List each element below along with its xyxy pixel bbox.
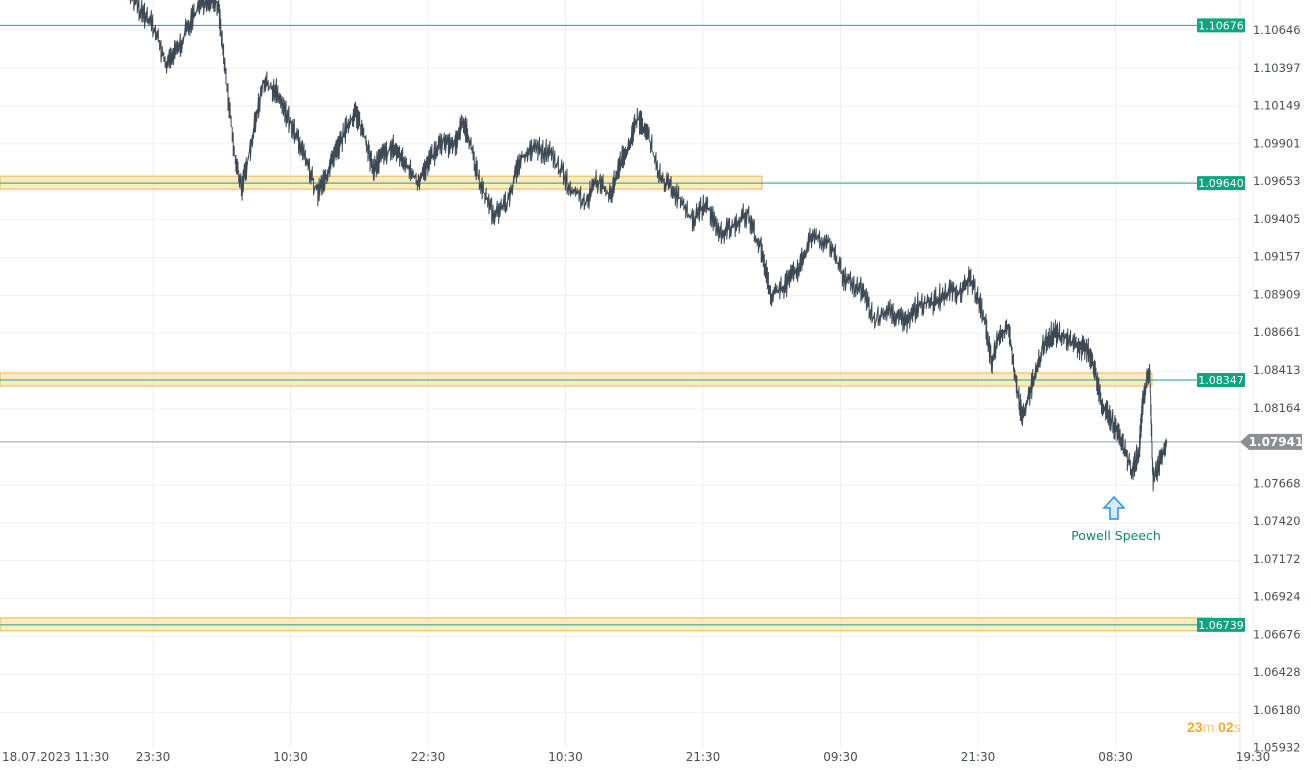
level-badge: [1197, 18, 1245, 33]
time-tick-label: 22:30: [411, 750, 446, 764]
candle-countdown: 23m 02s: [1187, 719, 1241, 735]
price-tick-label: 1.06428: [1253, 665, 1301, 679]
current-price-label: 1.07941: [1249, 435, 1304, 449]
event-annotation[interactable]: Powell Speech: [1071, 495, 1161, 543]
time-tick-label: 10:30: [548, 750, 583, 764]
price-tick-label: 1.07172: [1253, 552, 1301, 566]
price-tick-label: 1.08413: [1253, 363, 1301, 377]
level-badge-label: 1.08347: [1198, 374, 1244, 387]
price-tick-label: 1.07420: [1253, 514, 1301, 528]
countdown-seconds-unit: s: [1233, 719, 1241, 735]
level-badge-label: 1.09640: [1198, 177, 1244, 190]
price-tick-label: 1.10397: [1253, 61, 1301, 75]
countdown-minutes-unit: m: [1202, 719, 1215, 735]
time-tick-label: 09:30: [823, 750, 858, 764]
level-lines: [0, 24, 1240, 626]
price-line: [126, 0, 1168, 492]
price-tick-label: 1.08661: [1253, 325, 1301, 339]
annotation-label: Powell Speech: [1071, 528, 1161, 543]
price-axis[interactable]: 1.10646 1.10397 1.10149 1.09901 1.09653 1.094…: [1253, 23, 1301, 755]
level-badge: [1197, 176, 1245, 191]
price-tick-label: 1.09405: [1253, 212, 1301, 226]
price-tick-label: 1.06180: [1253, 703, 1301, 717]
level-badge-label: 1.06739: [1198, 619, 1244, 632]
price-tick-label: 1.08164: [1253, 401, 1301, 415]
price-tick-label: 1.10149: [1253, 99, 1301, 113]
level-badge-label: 1.10676: [1198, 19, 1244, 32]
time-tick-label: 18.07.2023 11:30: [2, 750, 109, 764]
time-tick-label: 19:30: [1236, 750, 1271, 764]
price-tick-label: 1.07668: [1253, 476, 1301, 490]
level-badge: [1197, 617, 1245, 632]
price-tick-label: 1.05932: [1253, 741, 1301, 755]
price-tick-label: 1.09157: [1253, 250, 1301, 264]
price-tick-label: 1.06676: [1253, 627, 1301, 641]
time-axis[interactable]: 18.07.2023 11:30 23:30 10:30 22:30 10:30 21:3…: [2, 750, 1270, 764]
price-tick-label: 1.08909: [1253, 287, 1301, 301]
price-tick-label: 1.09901: [1253, 136, 1301, 150]
up-arrow-icon: [1102, 495, 1126, 520]
current-price-tag: [1240, 433, 1302, 450]
countdown-seconds: 02: [1218, 719, 1234, 735]
price-tick-label: 1.06924: [1253, 590, 1301, 604]
time-tick-label: 23:30: [136, 750, 171, 764]
time-tick-label: 21:30: [961, 750, 996, 764]
price-tick-label: 1.09653: [1253, 174, 1301, 188]
price-series: [126, 0, 1168, 492]
level-badges: 1.10676 1.09640 1.08347 1.06739 1.07941: [1197, 18, 1304, 632]
time-tick-label: 08:30: [1098, 750, 1133, 764]
level-badge: [1197, 373, 1245, 388]
time-tick-label: 21:30: [686, 750, 721, 764]
countdown-minutes: 23: [1187, 719, 1203, 735]
time-tick-label: 10:30: [273, 750, 308, 764]
price-tick-label: 1.10646: [1253, 23, 1301, 37]
